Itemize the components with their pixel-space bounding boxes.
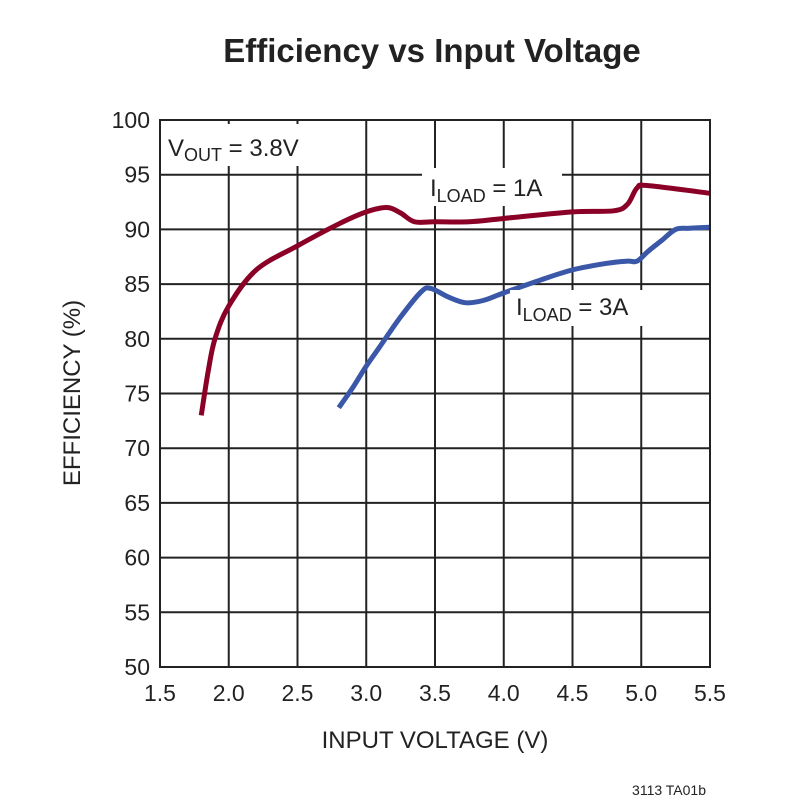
- y-tick-label: 100: [112, 107, 150, 133]
- vout-annotation: VOUT = 3.8V: [168, 135, 299, 165]
- y-tick-label: 90: [124, 216, 150, 242]
- series-label-1a: ILOAD = 1A: [430, 175, 542, 206]
- x-tick-label: 3.0: [350, 680, 382, 706]
- y-tick-label: 95: [124, 162, 150, 188]
- y-tick-label: 75: [124, 381, 150, 407]
- series-label-3a: ILOAD = 3A: [516, 294, 628, 325]
- chart-title: Efficiency vs Input Voltage: [223, 32, 640, 69]
- y-tick-labels: 50 55 60 65 70 75 80 85 90 95 100: [112, 107, 150, 680]
- x-axis-label: INPUT VOLTAGE (V): [322, 727, 549, 754]
- series-lines: [198, 182, 711, 416]
- plot-frame: [159, 119, 711, 668]
- x-tick-label: 4.0: [488, 680, 520, 706]
- y-tick-label: 85: [124, 271, 150, 297]
- y-tick-label: 80: [124, 326, 150, 352]
- y-tick-label: 60: [124, 545, 150, 571]
- x-tick-label: 1.5: [144, 680, 176, 706]
- label-3a-bg: [510, 290, 650, 326]
- series-line-3a: [336, 224, 711, 410]
- annotation-bg: [164, 124, 319, 166]
- x-tick-label: 5.0: [625, 680, 657, 706]
- x-tick-label: 4.5: [557, 680, 589, 706]
- x-tick-label: 2.5: [282, 680, 314, 706]
- series-line-1a: [198, 182, 711, 416]
- x-tick-label: 2.0: [213, 680, 245, 706]
- y-tick-label: 65: [124, 490, 150, 516]
- y-tick-label: 55: [124, 599, 150, 625]
- label-1a-bg: [422, 168, 562, 206]
- x-tick-label: 3.5: [419, 680, 451, 706]
- footnote: 3113 TA01b: [632, 782, 706, 798]
- grid: [159, 119, 711, 668]
- x-tick-labels: 1.5 2.0 2.5 3.0 3.5 4.0 4.5 5.0 5.5: [144, 680, 726, 706]
- x-tick-label: 5.5: [694, 680, 726, 706]
- y-tick-label: 70: [124, 435, 150, 461]
- y-axis-label: EFFICIENCY (%): [59, 300, 86, 486]
- y-tick-label: 50: [124, 654, 150, 680]
